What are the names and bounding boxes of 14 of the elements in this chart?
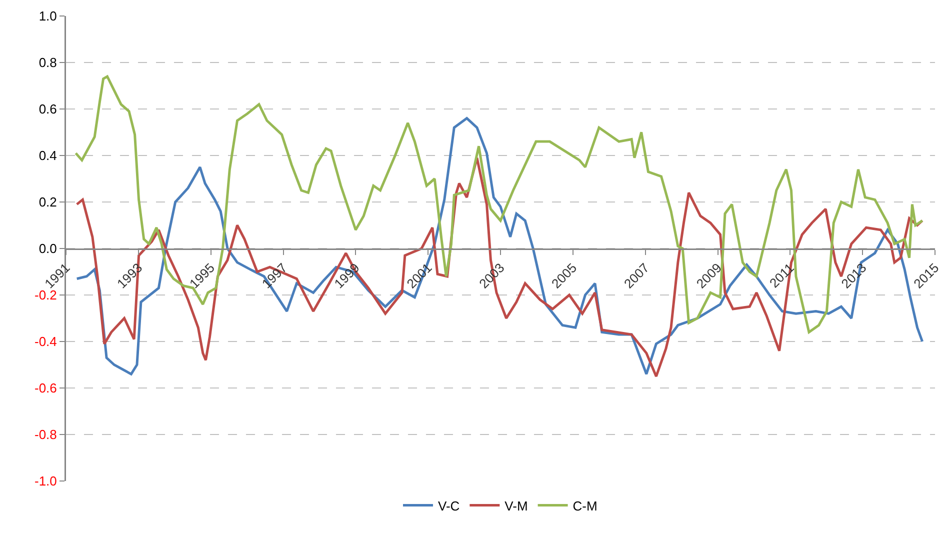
y-tick-label: 0.8 — [38, 55, 57, 70]
legend-label: C-M — [572, 498, 598, 514]
y-tick-label: 0.2 — [38, 194, 57, 210]
y-tick-label: -0.2 — [34, 288, 57, 303]
y-tick-label: -0.8 — [34, 427, 57, 442]
y-tick-label: -1.0 — [34, 474, 57, 489]
y-tick-label: -0.4 — [34, 334, 57, 350]
legend-label: V-M — [504, 498, 528, 514]
y-tick-label: 0.0 — [38, 241, 57, 256]
legend-label: V-C — [438, 498, 460, 514]
y-tick-label: 1.0 — [38, 8, 57, 24]
y-tick-label: 0.4 — [38, 148, 57, 164]
y-tick-label: -0.6 — [34, 380, 57, 396]
y-tick-label: 0.6 — [38, 102, 57, 117]
